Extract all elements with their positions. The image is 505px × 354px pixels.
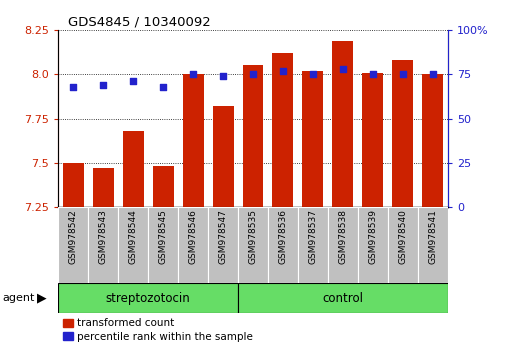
Bar — [212, 106, 233, 207]
Text: GSM978535: GSM978535 — [248, 209, 257, 264]
Point — [248, 72, 257, 77]
FancyBboxPatch shape — [58, 283, 237, 313]
Bar — [422, 74, 442, 207]
Point — [129, 79, 137, 84]
Bar — [272, 53, 293, 207]
Point — [338, 66, 346, 72]
Point — [99, 82, 107, 88]
Text: GSM978547: GSM978547 — [218, 209, 227, 264]
Text: GSM978546: GSM978546 — [188, 209, 197, 264]
Text: streptozotocin: streptozotocin — [106, 292, 190, 305]
Legend: transformed count, percentile rank within the sample: transformed count, percentile rank withi… — [63, 319, 252, 342]
Text: GSM978544: GSM978544 — [128, 209, 137, 264]
Text: GSM978540: GSM978540 — [397, 209, 407, 264]
Text: GSM978545: GSM978545 — [158, 209, 167, 264]
FancyBboxPatch shape — [357, 207, 387, 283]
Bar — [63, 163, 83, 207]
FancyBboxPatch shape — [148, 207, 178, 283]
Point — [398, 72, 406, 77]
Text: GSM978542: GSM978542 — [69, 209, 78, 264]
Bar — [391, 60, 413, 207]
Text: GSM978537: GSM978537 — [308, 209, 317, 264]
Bar — [362, 73, 383, 207]
FancyBboxPatch shape — [118, 207, 148, 283]
FancyBboxPatch shape — [417, 207, 447, 283]
Text: GSM978538: GSM978538 — [338, 209, 347, 264]
FancyBboxPatch shape — [237, 283, 447, 313]
Text: GSM978543: GSM978543 — [98, 209, 108, 264]
Point — [308, 72, 316, 77]
Bar — [153, 166, 173, 207]
Bar — [302, 71, 323, 207]
Text: control: control — [322, 292, 363, 305]
Point — [189, 72, 197, 77]
Text: GSM978541: GSM978541 — [427, 209, 436, 264]
Point — [368, 72, 376, 77]
Text: ▶: ▶ — [37, 292, 46, 305]
Bar — [242, 65, 263, 207]
FancyBboxPatch shape — [327, 207, 357, 283]
Point — [278, 68, 286, 74]
Bar — [182, 74, 203, 207]
Point — [428, 72, 436, 77]
Point — [69, 84, 77, 90]
FancyBboxPatch shape — [178, 207, 208, 283]
Bar — [122, 131, 143, 207]
Point — [159, 84, 167, 90]
Text: GDS4845 / 10340092: GDS4845 / 10340092 — [68, 15, 211, 28]
Bar — [332, 41, 352, 207]
FancyBboxPatch shape — [58, 207, 88, 283]
FancyBboxPatch shape — [297, 207, 327, 283]
FancyBboxPatch shape — [237, 207, 268, 283]
Text: agent: agent — [3, 293, 35, 303]
Point — [219, 73, 227, 79]
FancyBboxPatch shape — [88, 207, 118, 283]
Text: GSM978536: GSM978536 — [278, 209, 287, 264]
Bar — [92, 168, 114, 207]
FancyBboxPatch shape — [387, 207, 417, 283]
FancyBboxPatch shape — [268, 207, 297, 283]
FancyBboxPatch shape — [208, 207, 237, 283]
Text: GSM978539: GSM978539 — [368, 209, 377, 264]
